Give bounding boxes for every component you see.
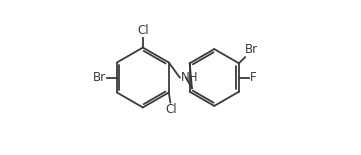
Text: Br: Br [245,43,258,56]
Text: Br: Br [93,71,106,84]
Text: Cl: Cl [165,103,177,116]
Text: F: F [250,71,256,84]
Text: NH: NH [181,71,199,84]
Text: Cl: Cl [137,24,149,37]
